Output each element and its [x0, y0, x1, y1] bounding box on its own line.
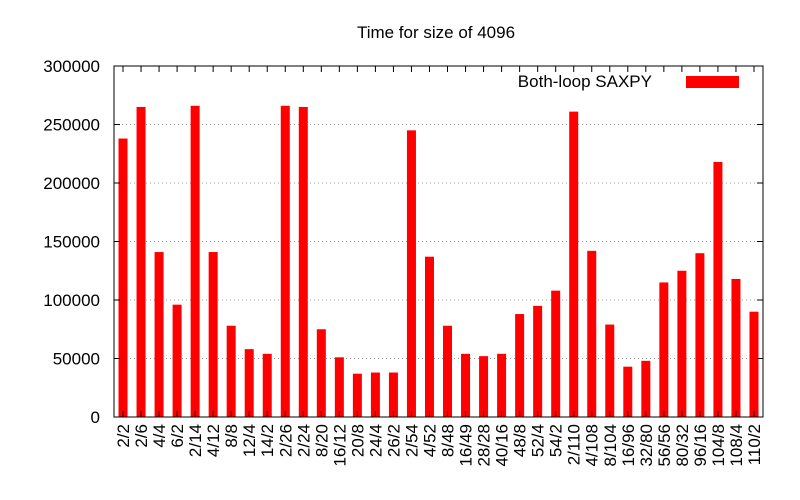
chart-title: Time for size of 4096	[357, 23, 515, 42]
y-tick-label: 250000	[43, 116, 100, 135]
bar	[280, 105, 290, 417]
x-tick-label: 2/24	[294, 424, 313, 457]
bar	[749, 311, 759, 417]
x-tick-label: 16/12	[330, 424, 349, 467]
bar	[479, 356, 489, 417]
y-tick-label: 0	[91, 408, 100, 427]
y-tick-label: 100000	[43, 291, 100, 310]
y-axis: 0 50000 100000 150000 200000 250000 300000	[43, 57, 763, 427]
x-tick-label: 52/4	[529, 424, 548, 457]
x-tick-label: 2/26	[276, 424, 295, 457]
x-tick-label: 4/108	[583, 424, 602, 467]
bar	[172, 304, 182, 417]
bar	[298, 106, 308, 417]
bar	[154, 252, 164, 417]
x-tick-label: 2/2	[114, 424, 133, 448]
x-tick-label: 48/8	[511, 424, 530, 457]
bar	[334, 357, 344, 417]
bar	[443, 325, 453, 417]
x-tick-label: 12/4	[240, 424, 259, 457]
bar	[352, 373, 362, 417]
x-tick-label: 24/4	[366, 424, 385, 457]
bar	[208, 252, 218, 417]
x-tick-label: 4/52	[420, 424, 439, 457]
x-tick-label: 108/4	[727, 424, 746, 467]
bar	[605, 324, 615, 417]
x-tick-label: 56/56	[655, 424, 674, 467]
bar	[406, 130, 416, 417]
x-tick-label: 2/6	[132, 424, 151, 448]
y-tick-label: 150000	[43, 233, 100, 252]
bar	[623, 366, 633, 417]
x-tick-label: 40/16	[493, 424, 512, 467]
bar	[515, 314, 525, 417]
x-tick-label: 54/2	[547, 424, 566, 457]
x-axis: 2/2 2/6 4/4 6/2 2/14 4/12 8/8 12/4 14/2 2/26 2/24 8…	[114, 66, 764, 467]
bar	[388, 372, 398, 417]
x-tick-label: 26/2	[384, 424, 403, 457]
bar	[731, 278, 741, 417]
bar	[190, 105, 200, 417]
bar	[226, 325, 236, 417]
x-tick-label: 16/96	[619, 424, 638, 467]
x-tick-label: 32/80	[637, 424, 656, 467]
x-tick-label: 6/2	[168, 424, 187, 448]
bar	[569, 111, 579, 417]
bars-group	[118, 105, 759, 418]
x-tick-label: 14/2	[258, 424, 277, 457]
bar	[424, 256, 434, 417]
x-tick-label: 110/2	[745, 424, 764, 465]
bar	[713, 161, 723, 417]
bar	[497, 353, 507, 417]
x-tick-label: 104/8	[709, 424, 728, 467]
y-tick-label: 200000	[43, 174, 100, 193]
bar	[533, 305, 543, 417]
x-tick-label: 2/54	[402, 424, 421, 457]
y-tick-label: 50000	[53, 350, 100, 369]
x-tick-label: 8/104	[601, 424, 620, 467]
bar	[136, 106, 146, 417]
y-tick-label: 300000	[43, 57, 100, 76]
bar	[262, 353, 272, 417]
bar	[370, 372, 380, 417]
bar	[695, 253, 705, 417]
bar	[659, 282, 669, 417]
x-tick-label: 20/8	[348, 424, 367, 457]
grid-lines	[114, 124, 763, 359]
bar	[461, 353, 471, 417]
x-tick-label: 8/20	[312, 424, 331, 457]
x-tick-label: 16/49	[457, 424, 476, 467]
bar	[641, 360, 651, 417]
x-tick-label: 8/48	[439, 424, 458, 457]
bar	[551, 290, 561, 417]
bar	[316, 329, 326, 417]
legend-swatch	[686, 76, 739, 88]
bar	[587, 250, 597, 417]
bar	[118, 138, 128, 418]
legend: Both-loop SAXPY	[518, 72, 739, 91]
x-tick-label: 80/32	[673, 424, 692, 467]
x-tick-label: 2/110	[565, 424, 584, 465]
bar	[677, 270, 687, 417]
x-tick-label: 2/14	[186, 424, 205, 457]
x-tick-label: 4/4	[150, 424, 169, 448]
bar	[244, 349, 254, 417]
x-tick-label: 28/28	[475, 424, 494, 467]
x-tick-label: 4/12	[204, 424, 223, 457]
legend-label: Both-loop SAXPY	[518, 72, 652, 91]
x-tick-label: 96/16	[691, 424, 710, 467]
x-tick-label: 8/8	[222, 424, 241, 448]
